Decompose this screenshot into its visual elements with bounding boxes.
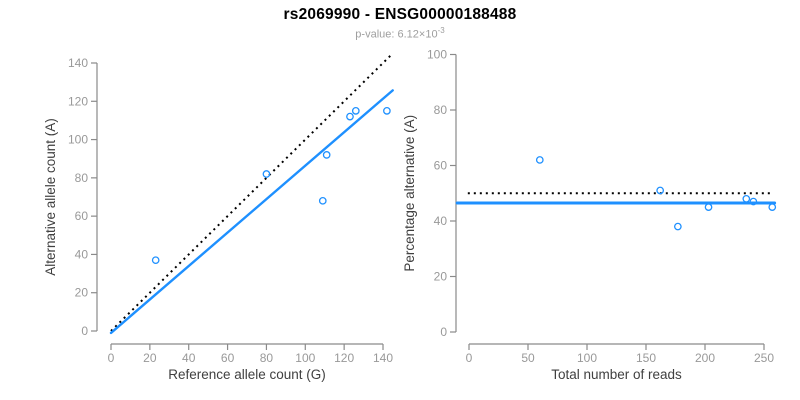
y-tick-label: 20 <box>434 270 448 284</box>
data-point <box>383 107 391 115</box>
x-tick-label: 0 <box>466 351 473 365</box>
x-tick-label: 140 <box>373 351 393 365</box>
identity-line <box>110 52 394 332</box>
y-tick-label: 100 <box>427 48 447 62</box>
x-axis-title: Reference allele count (G) <box>168 367 326 382</box>
y-tick-label: 80 <box>75 171 89 185</box>
data-point <box>535 156 544 164</box>
data-point <box>749 197 758 206</box>
data-point <box>742 194 751 203</box>
data-point <box>656 186 665 195</box>
x-tick-label: 100 <box>577 351 597 365</box>
y-tick-label: 0 <box>440 325 447 339</box>
x-tick-label: 120 <box>334 351 354 365</box>
data-point <box>322 151 331 159</box>
x-tick-label: 100 <box>295 351 315 365</box>
fit-line <box>109 89 394 335</box>
pvalue-exponent: -3 <box>437 26 445 35</box>
y-axis-title: Alternative allele count (A) <box>43 118 58 276</box>
y-tick-label: 100 <box>68 133 88 147</box>
data-point <box>262 170 271 178</box>
x-tick-label: 20 <box>143 351 157 365</box>
data-point <box>768 203 777 211</box>
y-axis-title: Percentage alternative (A) <box>402 115 417 272</box>
x-tick-label: 250 <box>754 351 774 365</box>
x-tick-label: 40 <box>182 351 196 365</box>
y-tick-label: 0 <box>81 324 88 338</box>
data-point <box>346 112 354 121</box>
data-point <box>351 107 360 115</box>
pvalue-text: p-value: 6.12×10 <box>355 28 438 41</box>
data-point <box>151 256 160 265</box>
y-tick-label: 60 <box>75 209 89 223</box>
y-tick-label: 80 <box>434 103 448 117</box>
data-point <box>704 203 713 211</box>
y-tick-label: 40 <box>75 247 89 261</box>
x-tick-label: 60 <box>221 351 235 365</box>
chart-title: rs2069990 - ENSG00000188488 <box>283 6 517 23</box>
data-point <box>318 196 327 205</box>
y-tick-label: 140 <box>68 56 88 70</box>
y-tick-label: 20 <box>75 286 89 300</box>
y-tick-label: 120 <box>68 94 88 108</box>
pvalue-subtitle: p-value: 6.12×10-3 <box>0 26 800 41</box>
x-axis-title: Total number of reads <box>551 367 682 382</box>
x-tick-label: 200 <box>695 351 715 365</box>
x-tick-label: 150 <box>636 351 656 365</box>
x-tick-label: 0 <box>108 351 115 365</box>
y-tick-label: 40 <box>434 214 448 228</box>
data-point <box>674 222 682 231</box>
x-tick-label: 50 <box>521 351 535 365</box>
y-tick-label: 60 <box>434 159 448 173</box>
x-tick-label: 80 <box>260 351 274 365</box>
